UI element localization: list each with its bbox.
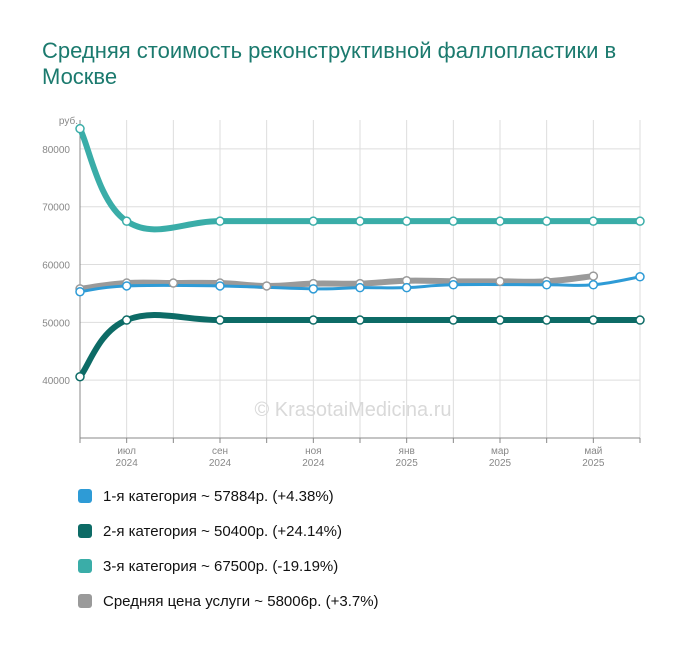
data-point-category-3 <box>308 216 319 226</box>
data-point-category-2 <box>121 315 132 325</box>
legend-swatch <box>78 559 92 573</box>
x-tick-label: май <box>584 446 602 457</box>
data-point-category-2 <box>448 315 459 325</box>
data-point-category-1 <box>635 272 645 282</box>
watermark: © KrasotaiMedicina.ru <box>254 399 451 421</box>
data-point-category-3 <box>448 216 459 226</box>
data-point-category-2 <box>355 315 365 325</box>
legend-item-category-3[interactable]: 3-я категория ~ 67500р. (-19.19%) <box>78 557 379 575</box>
data-point-category-3 <box>215 216 225 226</box>
x-tick-label-year: 2025 <box>396 458 419 469</box>
data-point-average <box>168 278 179 288</box>
data-point-category-1 <box>448 280 459 290</box>
data-point-category-3 <box>541 216 552 226</box>
data-point-category-1 <box>308 284 319 294</box>
y-tick-label: 50000 <box>42 318 70 329</box>
legend-swatch <box>78 594 92 608</box>
legend: 1-я категория ~ 57884р. (+4.38%) 2-я кат… <box>78 487 379 627</box>
series-line-average <box>77 273 597 292</box>
legend-label: Средняя цена услуги ~ 58006р. (+3.7%) <box>103 592 379 610</box>
x-tick-label: янв <box>399 446 415 457</box>
y-tick-label: 40000 <box>42 376 70 387</box>
x-tick-label-year: 2025 <box>489 458 512 469</box>
data-point-category-3 <box>495 216 505 226</box>
chart-area: 40000 50000 60000 70000 80000 руб. июл 2024 сен 2… <box>0 100 700 480</box>
x-tick-label-year: 2025 <box>582 458 605 469</box>
legend-swatch <box>78 489 92 503</box>
legend-label: 1-я категория ~ 57884р. (+4.38%) <box>103 487 334 505</box>
data-point-category-1 <box>588 280 599 290</box>
data-point-category-2 <box>75 371 85 382</box>
legend-label: 3-я категория ~ 67500р. (-19.19%) <box>103 557 339 575</box>
data-point-category-1 <box>401 282 412 293</box>
y-tick-label: 60000 <box>42 261 70 272</box>
data-point-category-2 <box>635 315 645 325</box>
data-point-category-1 <box>355 282 365 293</box>
data-point-average <box>261 281 272 291</box>
y-axis-label: руб. <box>59 115 78 127</box>
x-tick-label: ноя <box>305 446 322 457</box>
data-point-average <box>588 271 599 281</box>
legend-swatch <box>78 524 92 538</box>
legend-label: 2-я категория ~ 50400р. (+24.14%) <box>103 522 343 540</box>
data-point-average <box>495 276 505 287</box>
x-tick-label: июл <box>117 446 136 457</box>
data-point-category-1 <box>121 281 132 291</box>
chart-title: Средняя стоимость реконструктивной фалло… <box>42 38 617 89</box>
data-point-category-3 <box>635 216 645 226</box>
data-point-category-1 <box>541 280 552 290</box>
y-tick-label: 70000 <box>42 203 70 214</box>
legend-item-category-1[interactable]: 1-я категория ~ 57884р. (+4.38%) <box>78 487 379 505</box>
data-point-category-2 <box>308 315 319 325</box>
y-tick-label: 80000 <box>42 145 70 156</box>
x-tick-label: сен <box>212 446 228 457</box>
legend-item-average[interactable]: Средняя цена услуги ~ 58006р. (+3.7%) <box>78 592 379 610</box>
data-point-category-3 <box>355 216 365 226</box>
data-point-category-3 <box>121 216 132 226</box>
data-point-category-2 <box>588 315 599 325</box>
series-line-category-3 <box>77 125 643 233</box>
series-line-category-2 <box>77 312 643 380</box>
data-point-category-2 <box>495 315 505 325</box>
x-tick-label: мар <box>491 446 509 457</box>
data-point-category-3 <box>588 216 599 226</box>
data-point-category-3 <box>401 216 412 226</box>
x-tick-label-year: 2024 <box>209 458 232 469</box>
data-point-category-1 <box>215 281 225 291</box>
data-point-category-3 <box>75 123 85 134</box>
data-point-category-2 <box>541 315 552 325</box>
data-point-category-1 <box>75 286 85 297</box>
legend-item-category-2[interactable]: 2-я категория ~ 50400р. (+24.14%) <box>78 522 379 540</box>
line-chart: 4000050000600007000080000руб.июл2024сен2… <box>42 115 645 469</box>
x-tick-label-year: 2024 <box>302 458 325 469</box>
x-tick-label-year: 2024 <box>116 458 139 469</box>
data-point-category-2 <box>215 315 225 325</box>
